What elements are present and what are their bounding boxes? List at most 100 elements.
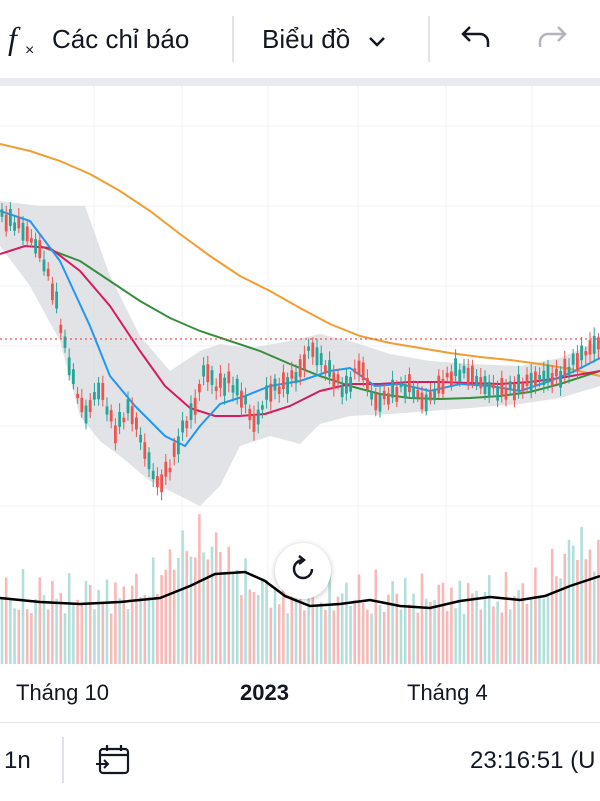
candle-body xyxy=(248,408,252,421)
candle-body xyxy=(273,378,277,391)
volume-bar xyxy=(290,582,294,664)
candle-body xyxy=(429,392,432,401)
volume-bar xyxy=(126,609,130,664)
candle-body xyxy=(189,403,193,420)
reset-chart-button[interactable] xyxy=(275,543,331,599)
candle-body xyxy=(105,406,109,415)
candle-body xyxy=(172,442,176,457)
candle-body xyxy=(252,414,256,432)
candle-body xyxy=(206,364,210,383)
volume-bar xyxy=(353,599,357,664)
volume-bar xyxy=(387,594,390,664)
date-range-button[interactable] xyxy=(96,743,132,782)
undo-button[interactable] xyxy=(460,0,492,78)
price-chart[interactable] xyxy=(0,86,600,722)
volume-bar xyxy=(256,595,260,664)
candle-body xyxy=(76,393,79,399)
candle-body xyxy=(147,452,151,470)
candle-body xyxy=(84,405,88,424)
volume-bar xyxy=(269,607,273,664)
candle-body xyxy=(13,222,16,231)
toolbar-divider xyxy=(232,16,234,62)
candle-body xyxy=(349,376,352,392)
volume-bar xyxy=(25,608,29,664)
volume-bar xyxy=(84,580,88,664)
bottom-bar: 1n 23:16:51 (U xyxy=(0,722,600,801)
volume-bar xyxy=(492,606,495,664)
candle-body xyxy=(546,364,550,383)
candle-body xyxy=(445,372,449,378)
candle-body xyxy=(80,397,84,413)
volume-bar xyxy=(324,609,327,664)
volume-bar xyxy=(59,592,63,664)
chart-type-button[interactable]: Biểu đồ xyxy=(262,0,386,78)
volume-bar xyxy=(13,608,16,664)
indicators-button[interactable]: f × Các chỉ báo xyxy=(6,0,189,78)
candle-body xyxy=(550,373,554,385)
volume-bar xyxy=(542,598,546,664)
undo-icon xyxy=(460,23,492,56)
volume-bar xyxy=(4,577,8,664)
candle-body xyxy=(202,365,205,377)
candle-body xyxy=(21,222,25,241)
volume-bar xyxy=(508,609,512,664)
volume-bar xyxy=(30,613,33,664)
volume-bar xyxy=(349,606,352,664)
volume-bar xyxy=(441,582,445,664)
candle-body xyxy=(114,425,117,444)
redo-button[interactable] xyxy=(536,0,568,78)
volume-bar xyxy=(42,595,46,664)
volume-bar xyxy=(462,613,466,664)
candle-body xyxy=(420,392,424,410)
volume-bar xyxy=(559,578,562,664)
candle-body xyxy=(508,381,512,389)
volume-bar xyxy=(214,532,218,664)
candle-body xyxy=(433,388,436,401)
candle-body xyxy=(168,467,172,473)
volume-bar xyxy=(345,582,348,664)
candle-body xyxy=(231,385,235,393)
indicators-label: Các chỉ báo xyxy=(52,23,190,54)
reset-icon xyxy=(288,554,318,589)
volume-bar xyxy=(143,595,147,664)
volume-bar xyxy=(156,593,159,664)
volume-bar xyxy=(286,613,289,664)
candle-body xyxy=(555,368,558,377)
candle-body xyxy=(319,353,323,366)
candle-body xyxy=(450,371,453,386)
candle-body xyxy=(559,370,562,388)
volume-bar xyxy=(227,546,231,664)
volume-bar xyxy=(168,549,172,664)
volume-bar xyxy=(311,576,315,664)
candle-body xyxy=(30,238,33,243)
candle-body xyxy=(521,383,525,392)
volume-bar xyxy=(265,580,268,664)
candle-body xyxy=(72,369,75,385)
candle-body xyxy=(534,371,537,387)
interval-button[interactable]: 1n xyxy=(4,747,31,774)
candle-body xyxy=(223,377,226,396)
candle-body xyxy=(412,386,415,399)
volume-bar xyxy=(130,585,134,664)
candle-body xyxy=(135,417,138,430)
candle-body xyxy=(101,383,105,400)
volume-bar xyxy=(357,574,361,664)
volume-bar xyxy=(538,597,541,664)
clock-display[interactable]: 23:16:51 (U xyxy=(470,747,596,774)
volume-bar xyxy=(97,589,100,664)
candle-body xyxy=(391,379,394,398)
ma-long-line xyxy=(39,245,600,401)
volume-bar xyxy=(38,577,42,664)
volume-bar xyxy=(408,604,411,664)
volume-bar xyxy=(17,609,21,664)
candle-body xyxy=(130,406,134,425)
volume-bar xyxy=(580,527,583,664)
volume-bar xyxy=(63,613,67,664)
candle-body xyxy=(265,385,268,400)
candle-body xyxy=(471,365,474,383)
volume-bar xyxy=(252,591,256,664)
volume-bar xyxy=(181,530,184,664)
volume-bar xyxy=(563,553,567,664)
candle-body xyxy=(244,396,247,405)
volume-bar xyxy=(76,599,79,664)
